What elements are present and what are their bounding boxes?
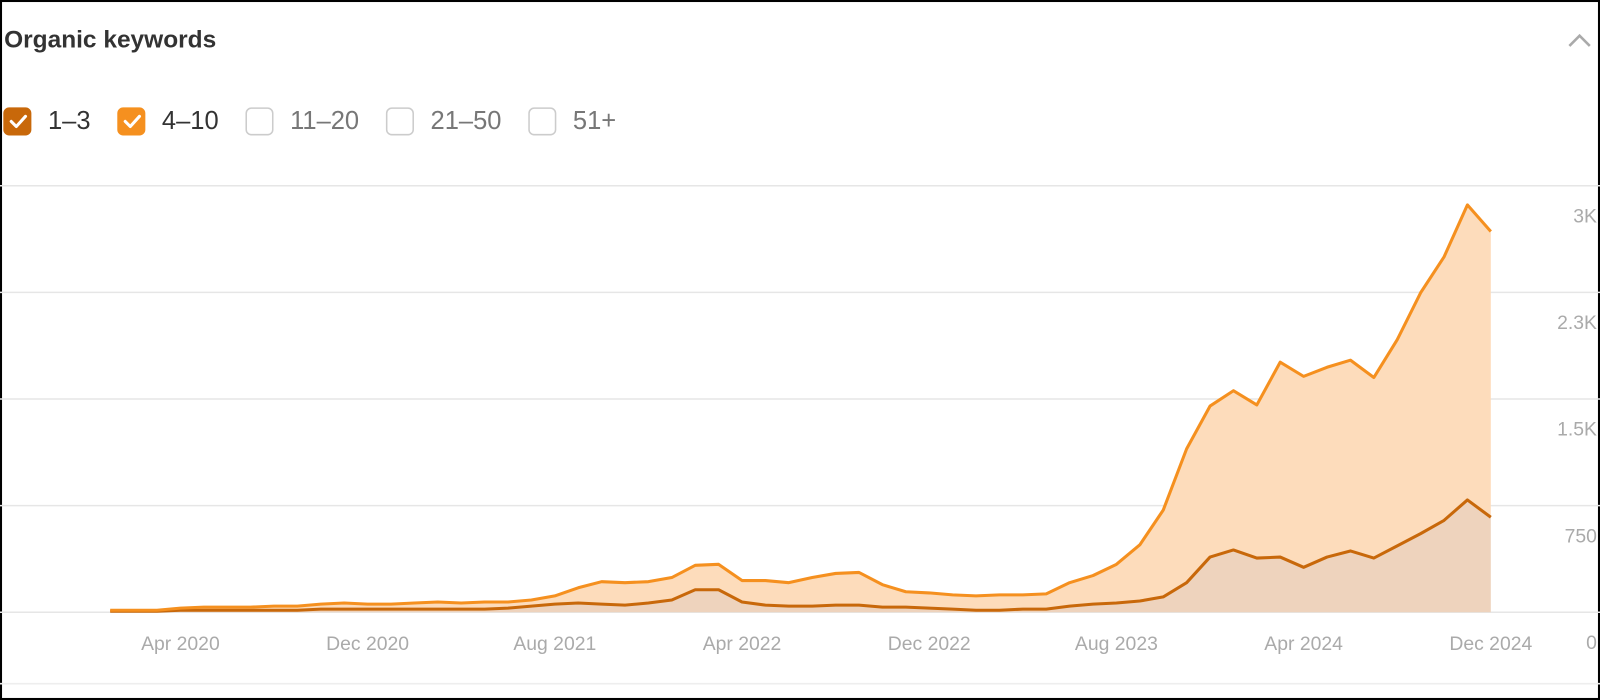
x-tick-label: Apr 2020 [141, 633, 220, 655]
legend: 1–3 4–10 11–20 21–50 51+ [3, 107, 616, 136]
collapse-button[interactable] [1568, 33, 1591, 47]
plot [110, 203, 1492, 613]
legend-item[interactable]: 4–10 [117, 107, 219, 136]
legend-label: 21–50 [431, 107, 502, 135]
x-tick-label: Apr 2022 [703, 633, 782, 655]
checkbox[interactable] [385, 107, 414, 136]
checkbox[interactable] [117, 107, 146, 136]
x-tick-label: Apr 2024 [1264, 633, 1343, 655]
y-tick-label: 1.5K [1557, 419, 1597, 441]
legend-label: 1–3 [48, 107, 91, 135]
y-tick-label: 0 [1586, 632, 1597, 654]
legend-label: 11–20 [290, 107, 359, 135]
y-tick-label: 2.3K [1557, 312, 1597, 334]
checkbox[interactable] [528, 107, 557, 136]
checkbox[interactable] [245, 107, 274, 136]
x-tick-label: Dec 2022 [888, 633, 971, 655]
checkbox[interactable] [3, 107, 32, 136]
legend-label: 4–10 [162, 107, 219, 135]
legend-item[interactable]: 11–20 [245, 107, 359, 136]
legend-item[interactable]: 21–50 [385, 107, 502, 136]
y-tick-label: 750 [1565, 525, 1598, 547]
legend-label: 51+ [573, 107, 616, 135]
line [110, 498, 1492, 613]
checkmark [9, 114, 28, 129]
chart-title: Organic keywords [4, 26, 216, 53]
labels: 0 750 1.5K 2.3K 3K Apr 2020 Dec 2020 Aug 2021 Ap… [141, 205, 1597, 655]
checkmark [123, 114, 142, 129]
legend-item[interactable]: 51+ [528, 107, 616, 136]
legend-item[interactable]: 1–3 [3, 107, 91, 136]
area [110, 204, 1491, 612]
x-tick-label: Dec 2024 [1449, 633, 1532, 655]
line [110, 203, 1492, 612]
x-tick-label: Aug 2023 [1075, 633, 1158, 655]
y-tick-label: 3K [1573, 205, 1597, 227]
x-tick-label: Dec 2020 [326, 633, 409, 655]
x-tick-label: Aug 2021 [513, 633, 596, 655]
